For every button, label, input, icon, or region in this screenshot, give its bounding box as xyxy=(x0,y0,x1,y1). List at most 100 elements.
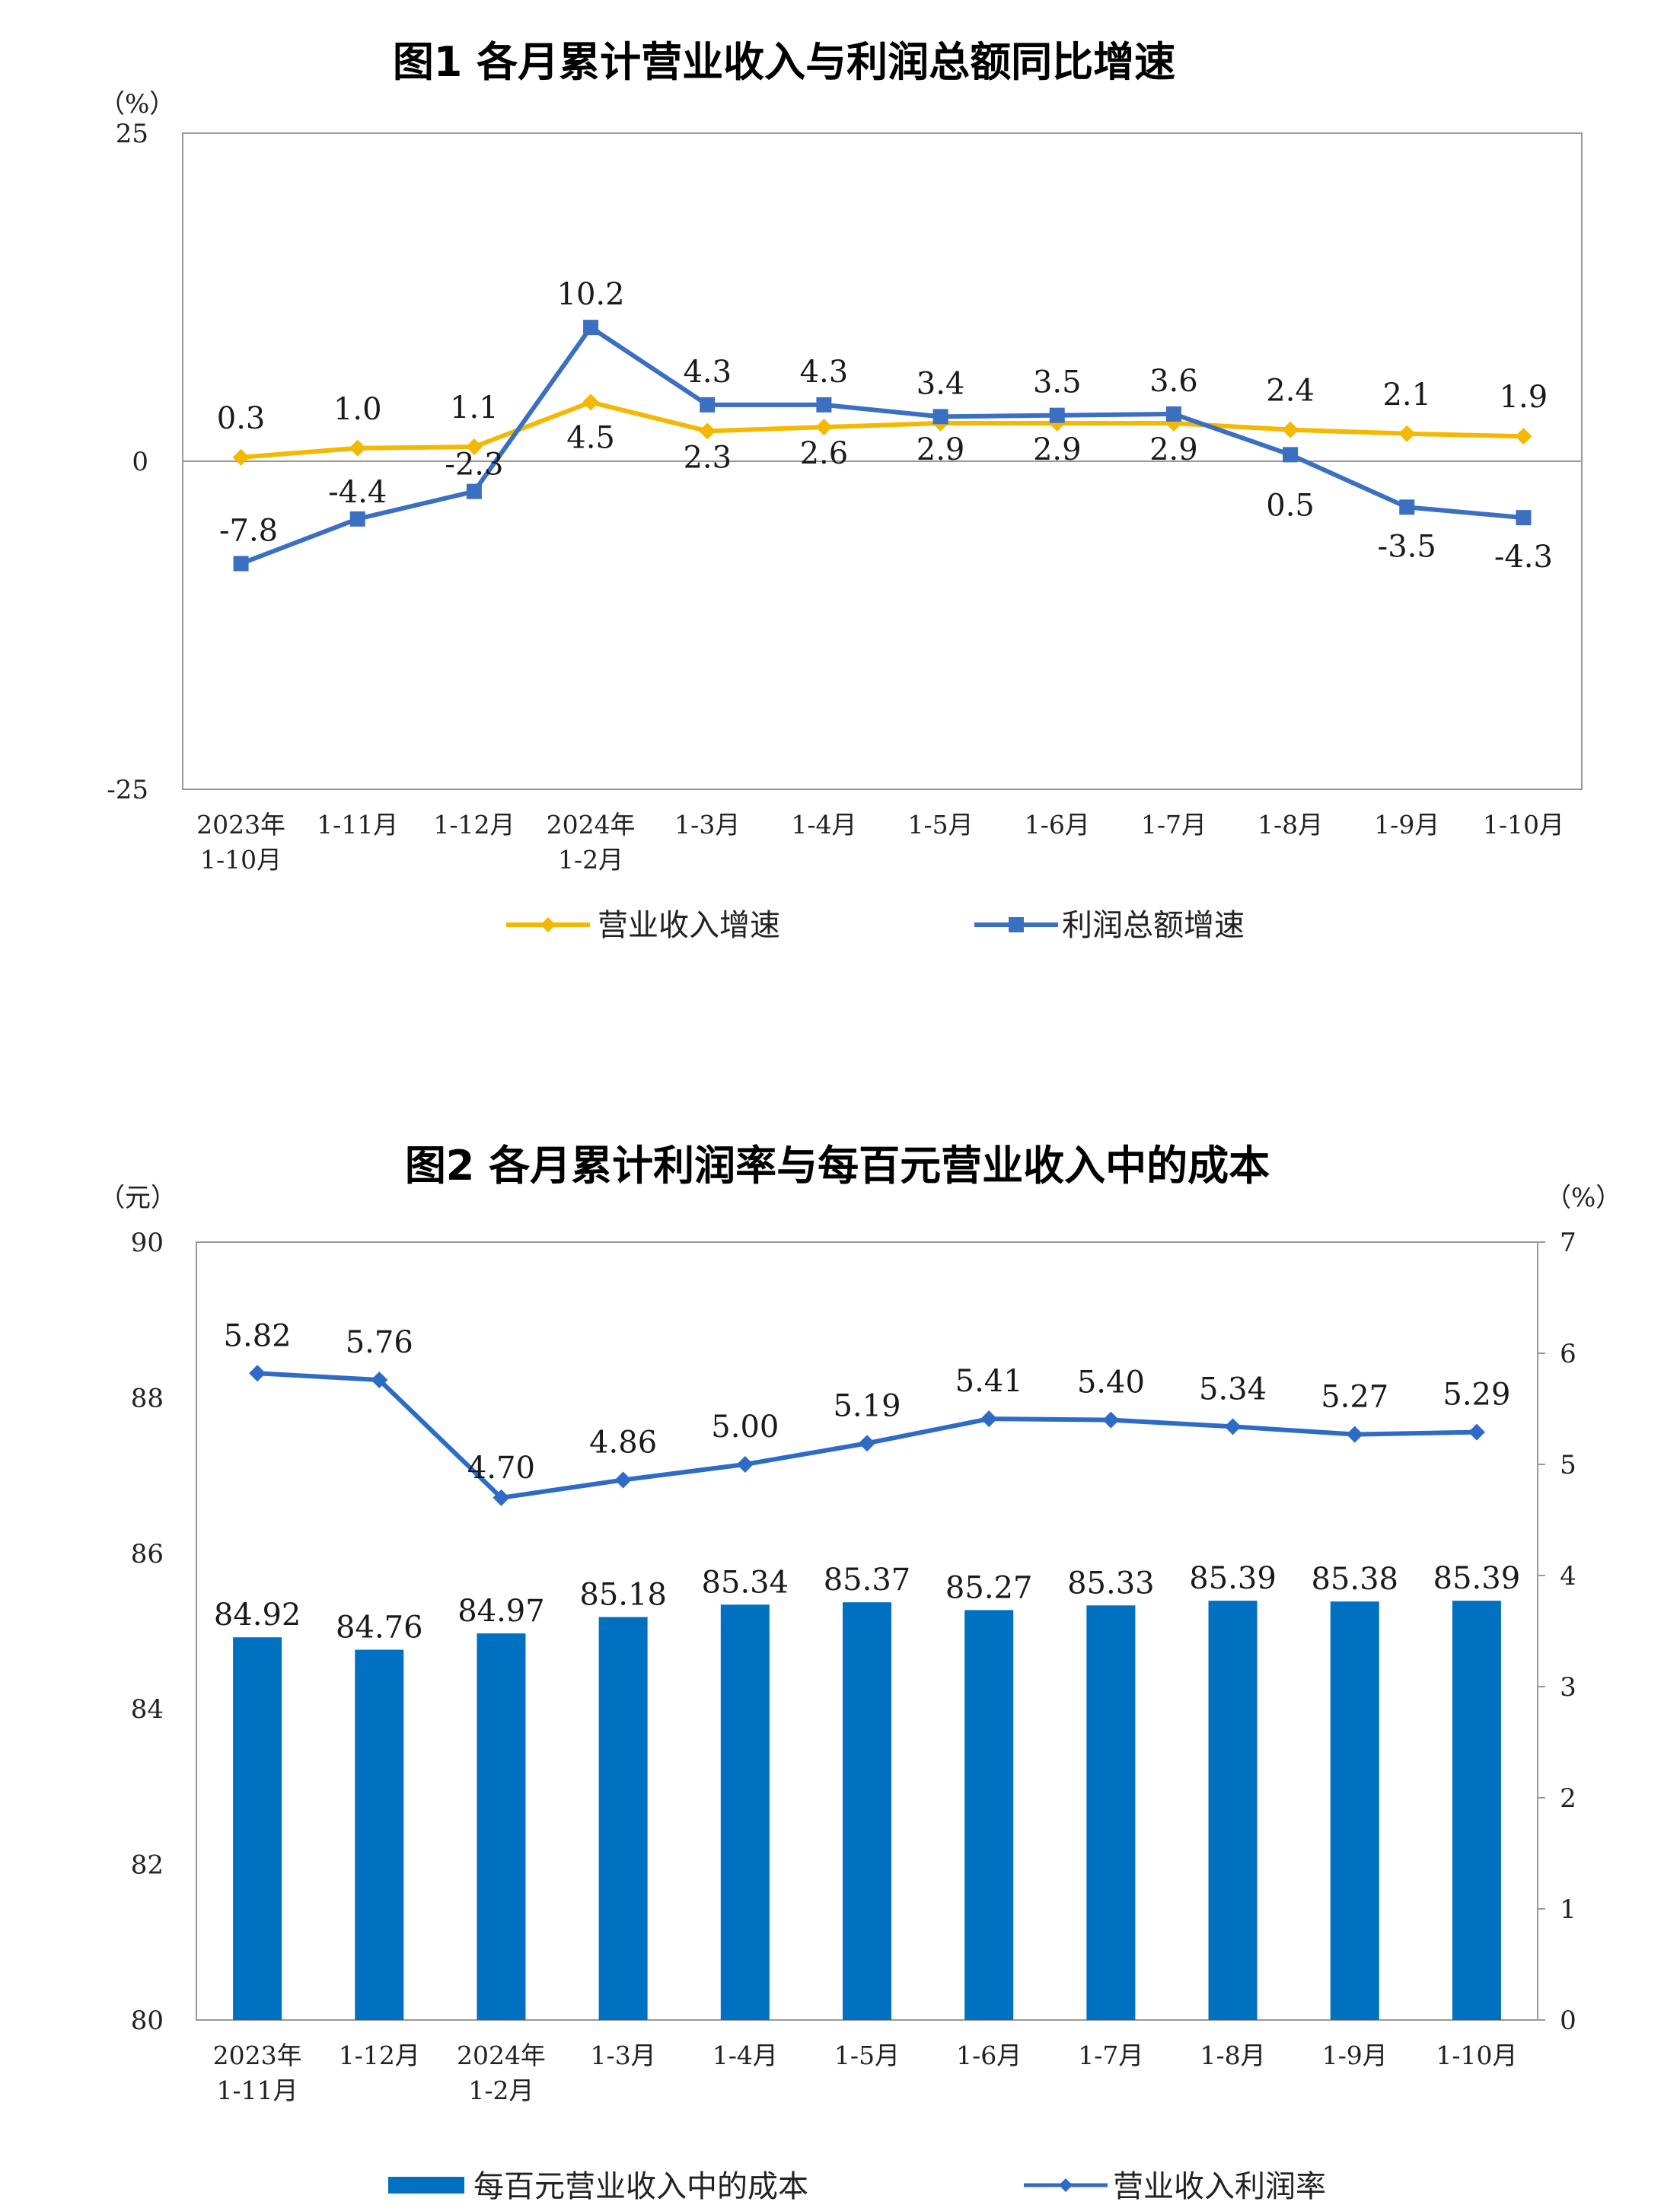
figure-1: 图1 各月累计营业收入与利润总额同比增速 （%） 25 0 -25 2023年 1-1… xyxy=(99,38,1583,943)
data-label: 2.1 xyxy=(1382,378,1431,413)
y-tick-label: -25 xyxy=(107,775,148,805)
data-point xyxy=(1102,1411,1120,1429)
data-point xyxy=(815,419,833,436)
data-label: 1.1 xyxy=(450,390,499,425)
x-tick-label: 1-9月 xyxy=(1374,810,1439,840)
figure-2-y-right-axis: 7 6 5 4 3 2 1 0 xyxy=(1538,1228,1576,2036)
figure-2-title: 图2 各月累计利润率与每百元营业收入中的成本 xyxy=(405,1142,1270,1190)
data-point xyxy=(466,483,482,499)
legend-item-profit-growth[interactable]: 利润总额增速 xyxy=(974,908,1245,943)
legend-label-profit-growth: 利润总额增速 xyxy=(1062,908,1245,943)
bar-value-label: 85.38 xyxy=(1311,1562,1398,1597)
x-tick-label: 2024年 xyxy=(457,2041,546,2070)
bar xyxy=(355,1649,404,2020)
y-right-tick-label: 5 xyxy=(1560,1450,1576,1480)
bar xyxy=(598,1617,648,2020)
x-tick-label: 1-10月 xyxy=(200,845,282,875)
data-point xyxy=(1049,407,1065,423)
data-point xyxy=(1283,447,1299,463)
x-tick-label: 1-6月 xyxy=(1025,810,1090,840)
legend-item-revenue-growth[interactable]: 营业收入增速 xyxy=(506,908,780,943)
data-label: 2.9 xyxy=(917,432,965,467)
figure-2-line xyxy=(249,1365,1485,1506)
figure-2-x-axis: 2023年 1-11月 1-12月 2024年 1-2月 1-3月 1-4月 1-5月 1-6月… xyxy=(213,2041,1518,2105)
bar-value-label: 85.18 xyxy=(579,1578,667,1613)
data-point xyxy=(1399,499,1415,515)
figure-1-y-axis: 25 0 -25 xyxy=(107,119,148,805)
figure-1-y-unit: （%） xyxy=(99,89,175,119)
figure-2-bars xyxy=(233,1601,1501,2020)
legend-item-cost-per-hundred[interactable]: 每百元营业收入中的成本 xyxy=(388,2169,808,2204)
data-point xyxy=(614,1471,632,1489)
line-value-label: 5.00 xyxy=(711,1410,779,1445)
x-tick-label: 1-8月 xyxy=(1200,2041,1265,2070)
data-point xyxy=(233,556,249,572)
figure-1-title: 图1 各月累计营业收入与利润总额同比增速 xyxy=(393,38,1175,86)
y-left-tick-label: 82 xyxy=(131,1850,164,1881)
data-label: 2.9 xyxy=(1149,432,1198,467)
bar xyxy=(1330,1601,1379,2020)
data-point xyxy=(493,1489,510,1506)
bar-value-label: 85.39 xyxy=(1433,1561,1521,1596)
bar-value-label: 85.37 xyxy=(824,1563,911,1598)
data-point xyxy=(736,1456,754,1473)
y-right-tick-label: 4 xyxy=(1560,1561,1576,1591)
data-point xyxy=(932,409,948,425)
data-label: 2.3 xyxy=(683,440,732,475)
data-point xyxy=(1516,510,1532,526)
series-line-1 xyxy=(240,325,1524,566)
y-left-tick-label: 86 xyxy=(131,1539,164,1569)
bar-value-label: 85.27 xyxy=(945,1570,1033,1605)
x-tick-label: 2023年 xyxy=(196,810,285,840)
data-point xyxy=(1398,425,1416,442)
data-point xyxy=(371,1372,388,1389)
bar xyxy=(1452,1601,1501,2020)
data-point xyxy=(1224,1418,1242,1435)
bar xyxy=(1208,1601,1258,2020)
x-tick-label: 1-10月 xyxy=(1436,2041,1517,2070)
line-value-label: 5.41 xyxy=(955,1364,1023,1399)
x-tick-label: 1-2月 xyxy=(468,2076,534,2105)
data-label: -2.3 xyxy=(445,448,503,483)
data-point xyxy=(980,1410,998,1428)
figure-2: 图2 各月累计利润率与每百元营业收入中的成本 （元） （%） 90 88 86 84 8… xyxy=(99,1142,1621,2204)
x-tick-label: 1-12月 xyxy=(339,2041,420,2070)
bar xyxy=(233,1637,282,2020)
data-label: 0.5 xyxy=(1266,488,1315,523)
x-tick-label: 1-7月 xyxy=(1078,2041,1143,2070)
x-tick-label: 1-4月 xyxy=(712,2041,778,2070)
y-right-tick-label: 2 xyxy=(1560,1783,1576,1814)
square-marker-icon xyxy=(1009,917,1024,932)
data-point xyxy=(1346,1426,1363,1443)
x-tick-label: 1-3月 xyxy=(674,810,740,840)
y-left-tick-label: 90 xyxy=(131,1228,164,1258)
x-tick-label: 1-8月 xyxy=(1258,810,1323,840)
line-value-label: 5.19 xyxy=(833,1388,901,1423)
data-point xyxy=(1282,421,1299,438)
line-value-label: 4.70 xyxy=(467,1451,535,1486)
legend-swatch-cost-per-hundred xyxy=(388,2177,464,2194)
figure-2-y-right-unit: （%） xyxy=(1545,1183,1621,1213)
data-point xyxy=(349,439,366,457)
x-tick-label: 1-4月 xyxy=(791,810,856,840)
bar xyxy=(1086,1605,1136,2020)
data-label: 1.9 xyxy=(1500,380,1548,415)
figure-2-y-left-unit: （元） xyxy=(99,1183,177,1213)
data-point xyxy=(249,1365,266,1382)
y-tick-label: 0 xyxy=(132,447,148,477)
figure-1-series xyxy=(232,320,1532,572)
y-tick-label: 25 xyxy=(116,119,148,149)
line-value-label: 5.76 xyxy=(346,1325,413,1360)
data-label: 4.3 xyxy=(683,355,732,390)
bar-value-label: 85.39 xyxy=(1189,1561,1277,1596)
y-right-tick-label: 0 xyxy=(1560,2006,1576,2036)
x-tick-label: 1-5月 xyxy=(834,2041,900,2070)
y-left-tick-label: 88 xyxy=(131,1383,164,1413)
legend-label-profit-margin: 营业收入利润率 xyxy=(1113,2169,1326,2204)
data-point xyxy=(583,320,599,336)
legend-item-profit-margin[interactable]: 营业收入利润率 xyxy=(1024,2169,1326,2204)
data-label: -3.5 xyxy=(1378,529,1436,564)
y-right-tick-label: 7 xyxy=(1560,1228,1576,1258)
data-point xyxy=(1515,428,1532,445)
